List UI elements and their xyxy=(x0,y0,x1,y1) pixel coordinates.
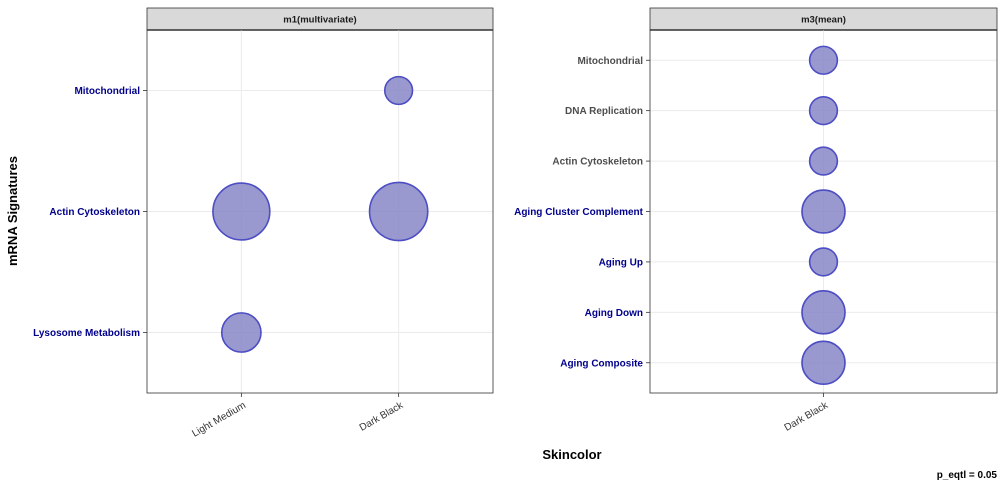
y-tick-label: Aging Down xyxy=(585,308,643,319)
data-point xyxy=(212,182,271,241)
x-tick-label: Dark Black xyxy=(358,400,406,434)
data-point xyxy=(383,75,414,106)
y-tick-label: Aging Up xyxy=(599,257,643,268)
y-tick-label: Mitochondrial xyxy=(74,86,140,97)
y-tick-label: Aging Cluster Complement xyxy=(514,207,644,218)
y-axis-title: mRNA Signatures xyxy=(5,156,20,266)
size-legend-caption: p_eqtl = 0.05 xyxy=(937,470,998,481)
data-point xyxy=(801,189,846,234)
y-tick-label: Actin Cytoskeleton xyxy=(552,157,643,168)
facet-panel-1: m1(multivariate) Mitochondrial Actin Cytos… xyxy=(33,7,494,440)
x-tick-label: Dark Black xyxy=(783,400,831,434)
data-point xyxy=(808,95,839,126)
facet-title: m1(multivariate) xyxy=(283,15,356,26)
y-tick-label: Actin Cytoskeleton xyxy=(49,207,140,218)
data-point xyxy=(808,146,839,176)
data-point xyxy=(801,290,846,335)
data-point xyxy=(368,181,429,242)
y-tick-label: DNA Replication xyxy=(565,106,643,117)
data-point xyxy=(808,45,839,75)
data-point xyxy=(220,312,262,353)
data-point xyxy=(801,340,846,386)
data-point xyxy=(808,247,839,277)
x-tick-label: Light Medium xyxy=(190,400,247,440)
y-tick-label: Lysosome Metabolism xyxy=(33,328,140,339)
y-tick-label: Mitochondrial xyxy=(577,56,643,67)
facet-panel-2: m3(mean) Mitochondrial DNA Replication Acti… xyxy=(514,7,998,434)
facet-title: m3(mean) xyxy=(801,15,846,26)
y-tick-label: Aging Composite xyxy=(560,358,643,369)
x-axis-title: Skincolor xyxy=(542,447,601,462)
